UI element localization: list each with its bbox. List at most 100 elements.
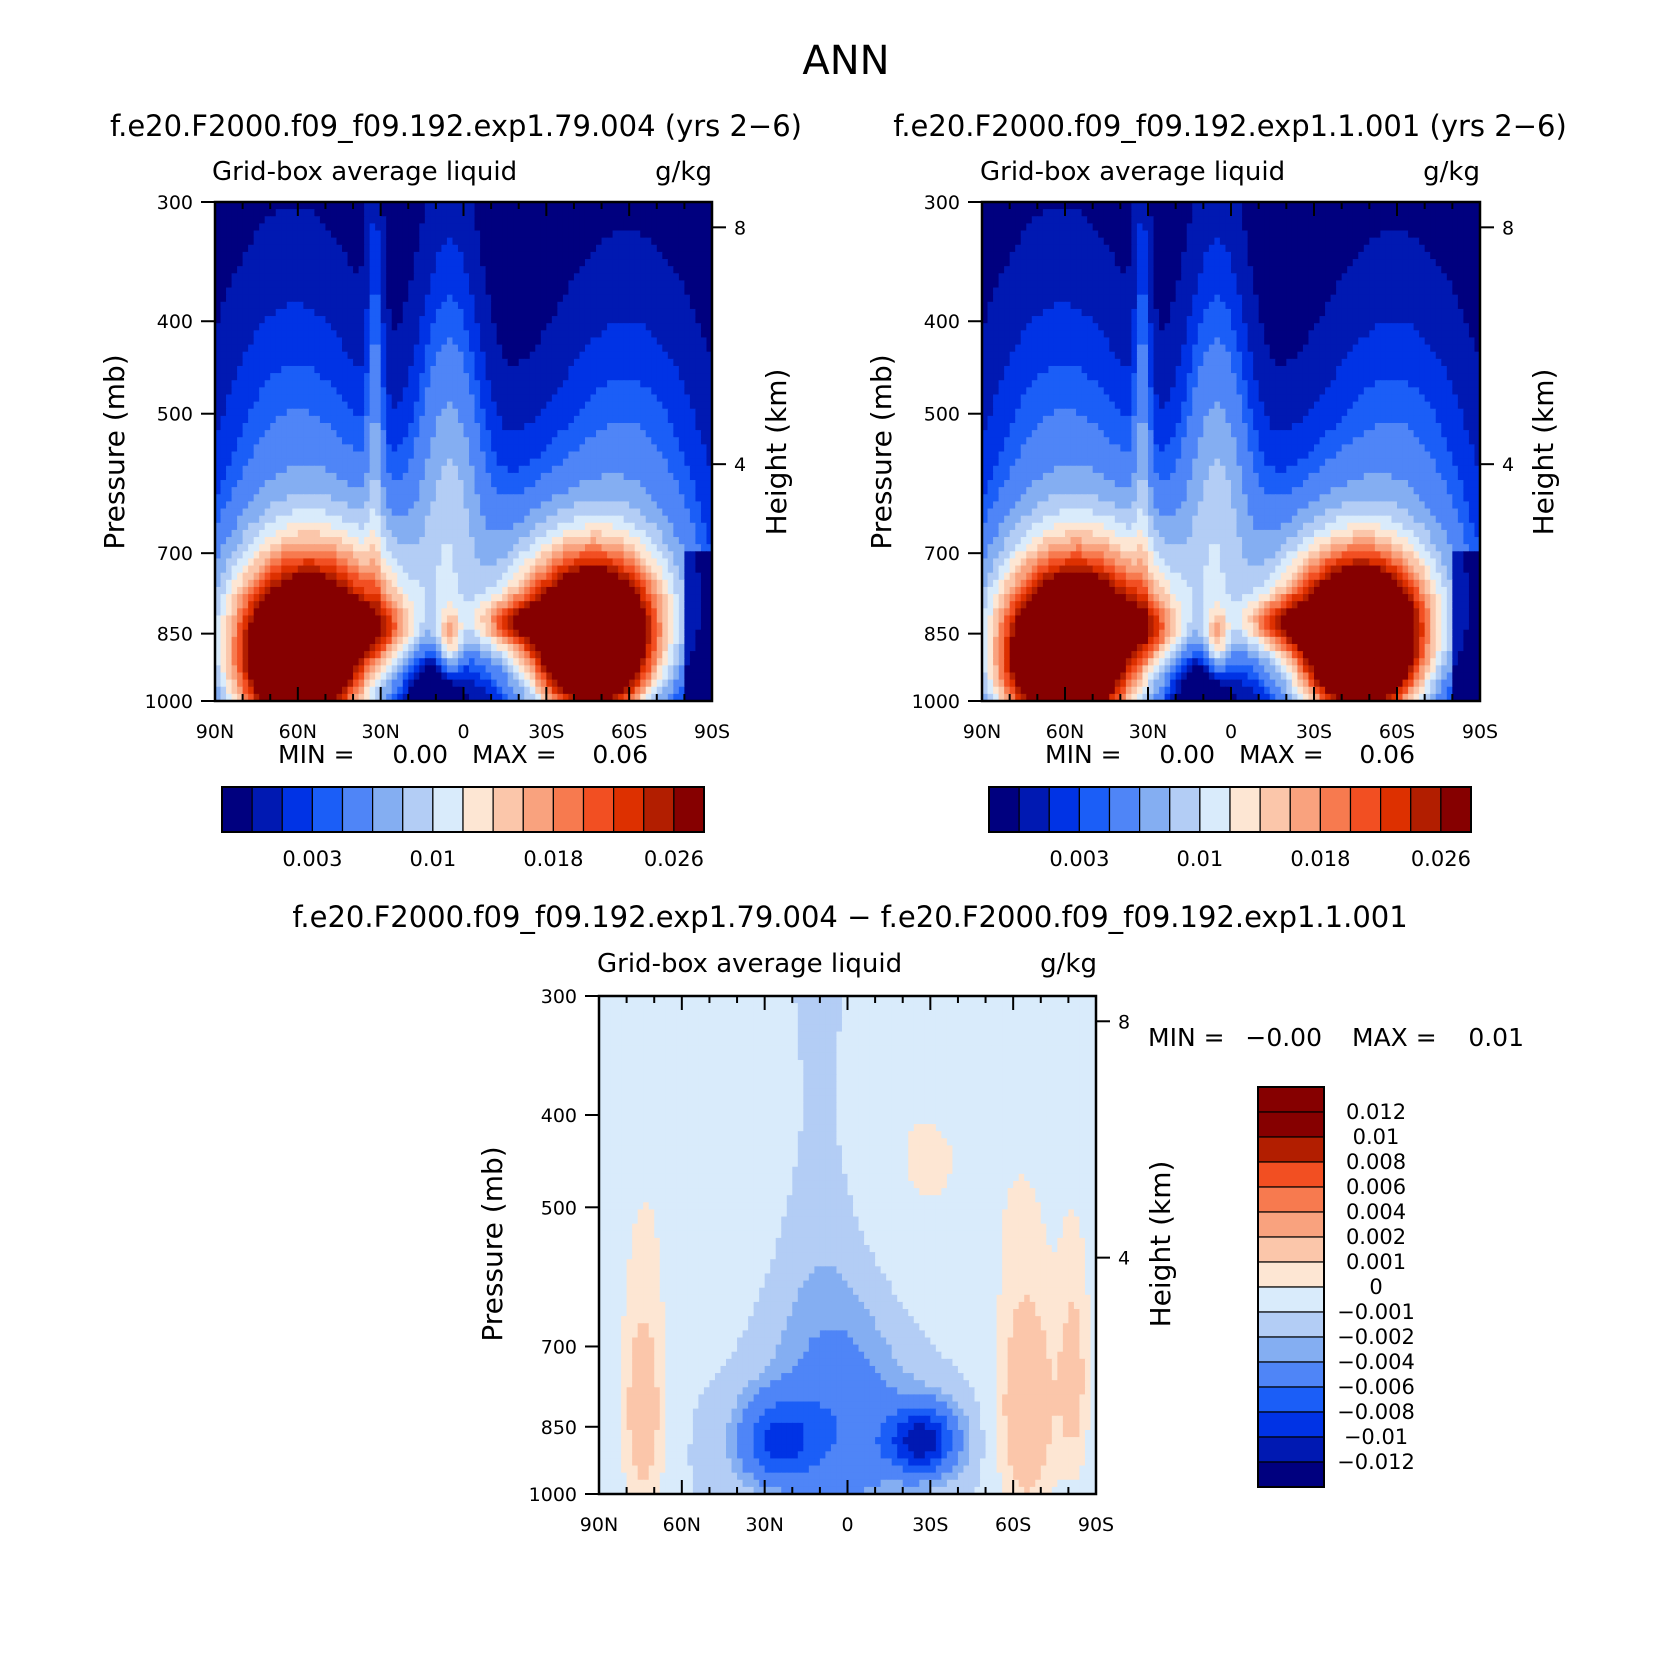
field-cell bbox=[292, 501, 299, 510]
field-cell bbox=[353, 508, 360, 517]
field-cell bbox=[645, 529, 652, 538]
field-cell bbox=[308, 251, 315, 260]
field-cell bbox=[474, 551, 481, 560]
field-cell bbox=[601, 394, 608, 403]
field-cell bbox=[215, 216, 222, 224]
field-cell bbox=[364, 586, 371, 595]
field-cell bbox=[342, 501, 349, 510]
field-cell bbox=[342, 287, 349, 296]
field-cell bbox=[253, 401, 260, 410]
field-cell bbox=[607, 351, 614, 360]
field-cell bbox=[634, 529, 641, 538]
field-cell bbox=[596, 586, 603, 595]
field-cell bbox=[629, 508, 636, 517]
field-cell bbox=[303, 373, 310, 381]
field-cell bbox=[474, 586, 481, 595]
field-cell bbox=[325, 237, 332, 246]
field-cell bbox=[259, 209, 266, 217]
field-cell bbox=[579, 358, 586, 367]
field-cell bbox=[424, 408, 431, 417]
field-cell bbox=[562, 544, 570, 552]
field-cell bbox=[303, 437, 310, 445]
field-cell bbox=[513, 487, 520, 495]
field-cell bbox=[590, 558, 597, 567]
field-cell bbox=[645, 273, 652, 282]
field-cell bbox=[419, 437, 426, 445]
field-cell bbox=[573, 394, 581, 403]
field-cell bbox=[303, 301, 310, 310]
field-cell bbox=[491, 515, 498, 524]
field-cell bbox=[264, 522, 271, 531]
field-cell bbox=[667, 330, 674, 339]
field-cell bbox=[413, 216, 420, 224]
field-cell bbox=[491, 522, 498, 531]
field-cell bbox=[513, 301, 520, 310]
field-cell bbox=[496, 401, 503, 410]
field-cell bbox=[507, 373, 514, 381]
field-cell bbox=[353, 273, 360, 282]
field-cell bbox=[568, 351, 575, 360]
field-cell bbox=[612, 365, 619, 374]
field-cell bbox=[546, 408, 553, 417]
field-cell bbox=[325, 351, 332, 360]
field-cell bbox=[469, 323, 476, 331]
field-cell bbox=[226, 223, 233, 232]
field-cell bbox=[623, 515, 630, 524]
field-cell bbox=[259, 465, 266, 474]
field-cell bbox=[386, 251, 393, 260]
field-cell bbox=[601, 458, 608, 467]
field-cell bbox=[441, 508, 448, 517]
field-cell bbox=[618, 316, 625, 324]
field-cell bbox=[568, 273, 575, 282]
field-cell bbox=[237, 330, 244, 339]
field-cell bbox=[452, 408, 459, 417]
field-cell bbox=[629, 444, 636, 453]
field-cell bbox=[413, 387, 420, 396]
field-cell bbox=[375, 508, 382, 517]
field-cell bbox=[551, 422, 558, 431]
field-cell bbox=[480, 216, 487, 224]
field-cell bbox=[662, 394, 669, 403]
field-cell bbox=[557, 351, 564, 360]
field-cell bbox=[540, 380, 547, 388]
field-cell bbox=[441, 422, 448, 431]
field-cell bbox=[242, 565, 249, 574]
field-cell bbox=[253, 408, 260, 417]
field-cell bbox=[308, 266, 315, 274]
field-cell bbox=[446, 301, 454, 310]
field-cell bbox=[640, 508, 647, 517]
field-cell bbox=[546, 273, 553, 282]
panel-units: g/kg bbox=[655, 157, 712, 187]
field-cell bbox=[535, 430, 542, 438]
field-cell bbox=[281, 273, 288, 282]
field-cell bbox=[441, 301, 448, 310]
field-cell bbox=[623, 365, 630, 374]
field-cell bbox=[651, 380, 658, 388]
field-cell bbox=[248, 579, 255, 588]
field-cell bbox=[540, 259, 547, 267]
field-cell bbox=[673, 508, 680, 517]
field-cell bbox=[330, 266, 338, 274]
field-cell bbox=[513, 430, 520, 438]
field-cell bbox=[308, 308, 315, 317]
field-cell bbox=[463, 437, 470, 445]
field-cell bbox=[535, 223, 542, 232]
field-cell bbox=[259, 537, 266, 545]
field-cell bbox=[375, 465, 382, 474]
field-cell bbox=[231, 209, 238, 217]
field-cell bbox=[623, 422, 630, 431]
field-cell bbox=[678, 351, 685, 360]
field-cell bbox=[700, 458, 708, 467]
field-cell bbox=[248, 437, 255, 445]
field-cell bbox=[386, 430, 393, 438]
field-cell bbox=[325, 316, 332, 324]
field-cell bbox=[215, 586, 222, 595]
field-cell bbox=[612, 351, 619, 360]
field-cell bbox=[242, 558, 249, 567]
field-cell bbox=[645, 451, 652, 460]
field-cell bbox=[408, 522, 415, 531]
field-cell bbox=[336, 487, 343, 495]
field-cell bbox=[684, 544, 691, 552]
field-cell bbox=[242, 202, 249, 210]
field-cell bbox=[618, 465, 625, 474]
